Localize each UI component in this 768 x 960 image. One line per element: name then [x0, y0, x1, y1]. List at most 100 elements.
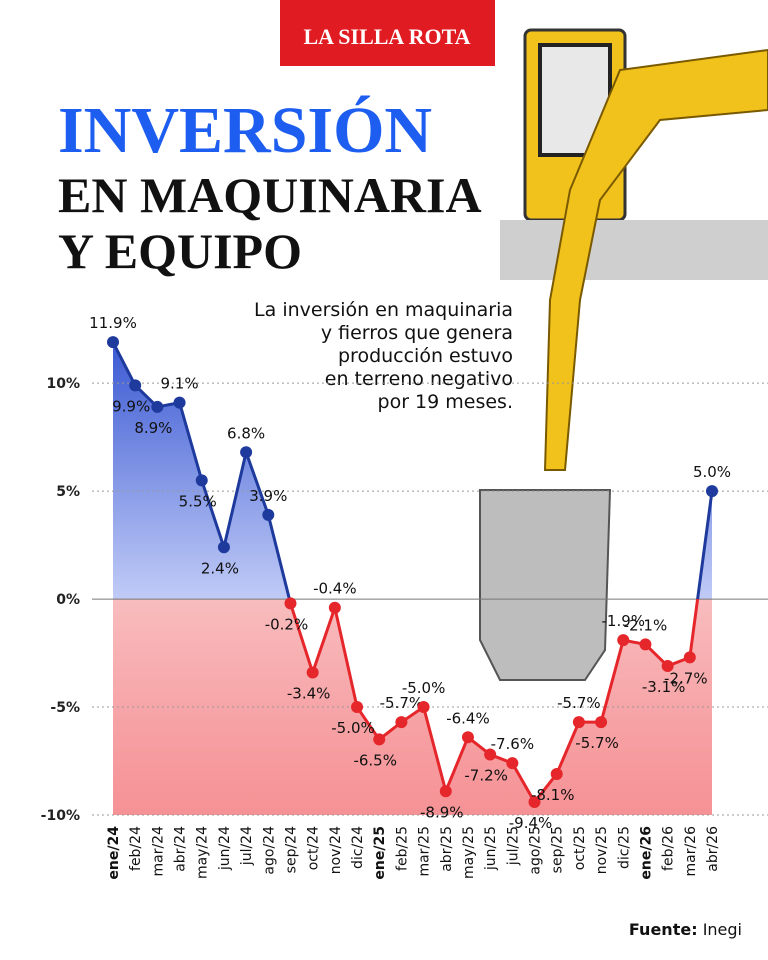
value-label: -8.1% [531, 786, 575, 804]
value-label: -1.9% [601, 612, 645, 630]
value-label: 11.9% [89, 314, 137, 332]
value-label: 6.8% [227, 424, 265, 442]
value-label: -0.2% [265, 615, 309, 633]
point [706, 485, 718, 498]
y-tick-label: 5% [56, 484, 80, 500]
x-tick-label: nov/25 [594, 826, 610, 874]
area [113, 342, 712, 815]
title-line: Y EQUIPO [58, 223, 302, 279]
point [617, 634, 630, 647]
source: Fuente: Inegi [629, 920, 742, 939]
x-tick-label: ene/25 [372, 826, 388, 880]
x-tick-label: oct/25 [572, 826, 588, 870]
y-tick-label: 0% [56, 592, 80, 608]
x-tick-label: abr/25 [439, 826, 455, 872]
value-label: -5.7% [380, 694, 424, 712]
x-tick-label: dic/25 [616, 826, 632, 869]
point [639, 638, 652, 651]
value-label: -5.0% [402, 679, 446, 697]
x-tick-label: jul/24 [239, 826, 255, 866]
x-tick-label: jun/25 [483, 826, 499, 871]
x-tick-label: dic/24 [350, 826, 366, 869]
value-label: -6.5% [353, 751, 397, 769]
excavator [479, 28, 768, 681]
value-label: 9.1% [161, 375, 199, 393]
x-tick-label: ene/26 [638, 826, 654, 880]
point [284, 597, 297, 610]
point [484, 748, 497, 761]
point [395, 716, 408, 729]
value-label: -3.4% [287, 685, 331, 703]
x-tick-label: jul/25 [505, 826, 521, 866]
x-tick-label: abr/26 [705, 826, 721, 872]
point [151, 400, 164, 413]
point [262, 508, 275, 521]
point [129, 379, 142, 392]
value-label: -5.7% [575, 734, 619, 752]
value-label: 5.5% [179, 492, 217, 510]
value-label: -8.9% [420, 803, 464, 821]
y-tick-label: -10% [41, 808, 80, 824]
point [173, 396, 186, 409]
x-tick-label: feb/24 [128, 826, 144, 871]
value-label: 8.9% [134, 419, 172, 437]
value-label: -6.4% [446, 709, 490, 727]
point [417, 701, 430, 714]
point [373, 733, 386, 746]
point [683, 651, 696, 664]
point [351, 701, 364, 714]
point [506, 757, 519, 770]
value-label: 3.9% [249, 487, 287, 505]
point [595, 716, 608, 729]
point [439, 785, 452, 798]
point [306, 666, 319, 679]
title-line: EN MAQUINARIA [58, 167, 482, 223]
x-tick-label: feb/25 [394, 826, 410, 871]
x-tick-label: abr/24 [173, 826, 189, 872]
point [550, 767, 563, 780]
value-label: -2.1% [624, 616, 668, 634]
source-label: Fuente: [629, 920, 698, 939]
source-name: Inegi [703, 920, 742, 939]
point [328, 601, 341, 614]
x-tick-label: feb/26 [661, 826, 677, 871]
x-tick-label: sep/24 [283, 826, 299, 873]
x-tick-label: ene/24 [106, 826, 122, 880]
value-label: -2.7% [664, 669, 708, 687]
value-label: 2.4% [201, 559, 239, 577]
point [195, 474, 208, 487]
point [217, 541, 230, 554]
title-line: INVERSIÓN [58, 94, 432, 167]
x-tick-label: may/24 [195, 826, 211, 879]
point [461, 731, 474, 744]
point [240, 446, 253, 459]
logo-box [280, 0, 495, 66]
x-tick-label: oct/24 [306, 826, 322, 870]
y-tick-label: -5% [50, 700, 80, 716]
x-tick-label: may/25 [461, 826, 477, 879]
point [661, 660, 674, 673]
value-label: -5.7% [557, 694, 601, 712]
subtitle-line: en terreno negativo [325, 368, 513, 390]
x-tick-label: ago/24 [261, 826, 277, 875]
x-tick-label: mar/25 [417, 826, 433, 877]
value-label: -7.6% [491, 735, 535, 753]
value-label: -0.4% [313, 580, 357, 598]
x-tick-label: sep/25 [550, 826, 566, 873]
value-label: -3.1% [642, 678, 686, 696]
x-tick-label: mar/24 [150, 826, 166, 877]
point [528, 796, 541, 809]
subtitle-line: y fierros que genera [321, 322, 513, 344]
value-label: 5.0% [693, 463, 731, 481]
x-tick-label: ago/25 [528, 826, 544, 875]
value-label: -5.0% [331, 719, 375, 737]
value-label: -7.2% [464, 767, 508, 785]
subtitle-line: producción estuvo [338, 345, 513, 367]
line [111, 341, 714, 805]
logo: LA SILLA ROTA [303, 24, 470, 49]
y-tick-label: 10% [46, 376, 80, 392]
x-tick-label: nov/24 [328, 826, 344, 874]
value-label: -9.4% [509, 814, 553, 832]
